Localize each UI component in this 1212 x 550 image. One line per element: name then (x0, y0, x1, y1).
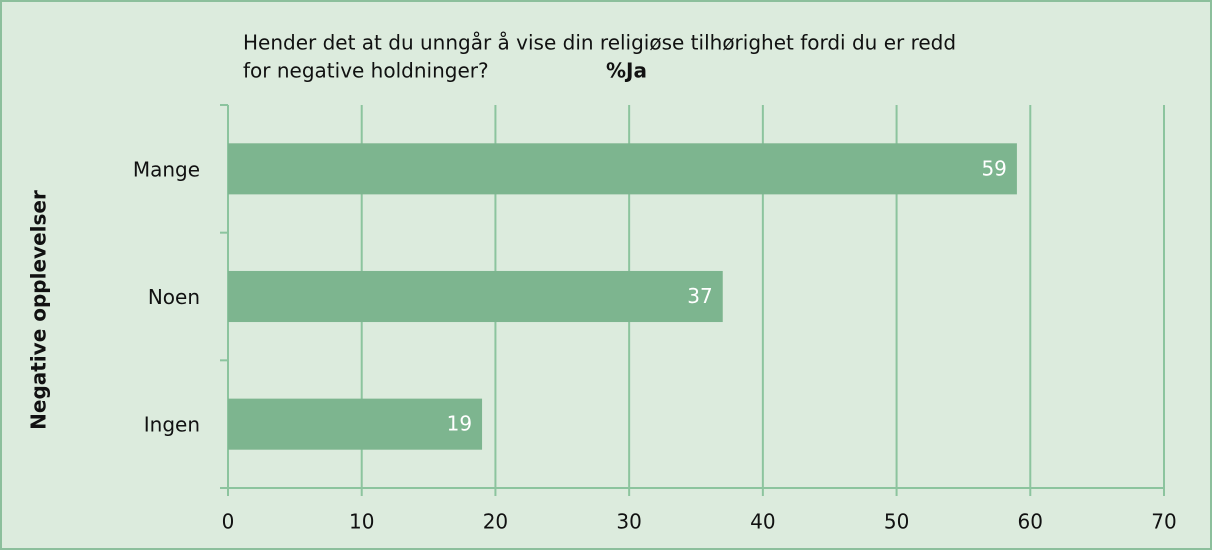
chart-title: for negative holdninger? (243, 59, 489, 83)
x-tick-label: 10 (349, 510, 374, 534)
chart-subtitle: %Ja (606, 59, 647, 83)
y-tick-label: Ingen (144, 413, 200, 437)
value-label: 19 (447, 412, 472, 436)
x-tick-label: 20 (483, 510, 508, 534)
x-tick-label: 0 (222, 510, 235, 534)
bar (228, 143, 1017, 195)
y-tick-label: Noen (148, 285, 200, 309)
x-tick-label: 50 (884, 510, 909, 534)
value-label: 59 (981, 156, 1006, 180)
bar (228, 270, 723, 323)
x-tick-label: 30 (616, 510, 641, 534)
chart-title: Hender det at du unngår å vise din relig… (243, 31, 956, 55)
y-axis-label: Negative opplevelser (27, 190, 51, 430)
bar (228, 398, 483, 450)
x-tick-label: 70 (1151, 510, 1176, 534)
y-tick-label: Mange (133, 157, 200, 181)
value-label: 37 (687, 284, 712, 308)
x-tick-label: 60 (1018, 510, 1043, 534)
x-tick-label: 40 (750, 510, 775, 534)
